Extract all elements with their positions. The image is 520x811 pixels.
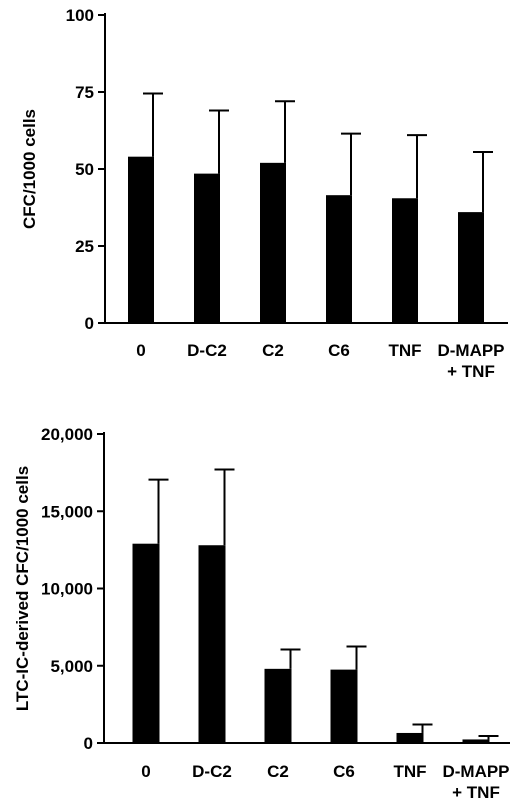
category-label: C2: [267, 762, 289, 781]
y-tick-label: 15,000: [41, 502, 93, 521]
y-tick-label: 20,000: [41, 425, 93, 444]
y-tick-label: 10,000: [41, 580, 93, 599]
error-bar: [275, 100, 295, 163]
ltc-ic-chart: 0 5,000 10,000 15,000 20,000 LTC-IC-derived C…: [13, 425, 510, 802]
y-axis-title: LTC-IC-derived CFC/1000 cells: [13, 466, 32, 711]
y-tick-label: 25: [75, 237, 94, 256]
error-bar: [473, 151, 493, 213]
cfc-chart: 0 25 50 75 100 CFC/1000 cells 0 D-C2 C2 C6 TNF D-MA…: [20, 6, 508, 381]
category-label: TNF: [388, 341, 421, 360]
category-label: D-MAPP: [437, 341, 504, 360]
bar: [392, 198, 418, 323]
error-bar: [407, 134, 427, 199]
y-tick-label: 100: [66, 6, 94, 25]
bar: [458, 212, 484, 323]
category-label: D-C2: [192, 762, 232, 781]
bar: [462, 739, 490, 743]
y-tick-label: 50: [75, 160, 94, 179]
category-label: 0: [136, 341, 145, 360]
category-label: D-C2: [187, 341, 227, 360]
error-bar: [341, 132, 361, 196]
category-label: + TNF: [452, 783, 500, 802]
y-tick-label: 5,000: [50, 657, 93, 676]
bar: [260, 162, 286, 323]
error-bar: [214, 468, 235, 546]
error-bar: [412, 723, 433, 733]
category-label: TNF: [393, 762, 426, 781]
y-axis-title: CFC/1000 cells: [20, 109, 39, 229]
category-label: + TNF: [447, 362, 495, 381]
bar: [132, 543, 160, 743]
bar: [198, 545, 226, 743]
error-bar: [346, 645, 367, 670]
y-tick-label: 0: [84, 734, 93, 753]
bar: [194, 173, 220, 323]
bar: [396, 732, 424, 743]
error-bar: [209, 109, 229, 174]
y-tick-label: 75: [75, 83, 94, 102]
error-bar: [143, 92, 163, 157]
bar: [330, 669, 358, 743]
category-label: C6: [333, 762, 355, 781]
category-label: 0: [141, 762, 150, 781]
category-label: C2: [262, 341, 284, 360]
y-tick-label: 0: [85, 314, 94, 333]
error-bar: [148, 478, 169, 544]
category-label: D-MAPP: [442, 762, 509, 781]
bar: [128, 156, 154, 323]
error-bar: [280, 648, 301, 669]
bar: [264, 668, 292, 743]
error-bar: [478, 735, 499, 740]
bar: [326, 195, 352, 323]
category-label: C6: [328, 341, 350, 360]
